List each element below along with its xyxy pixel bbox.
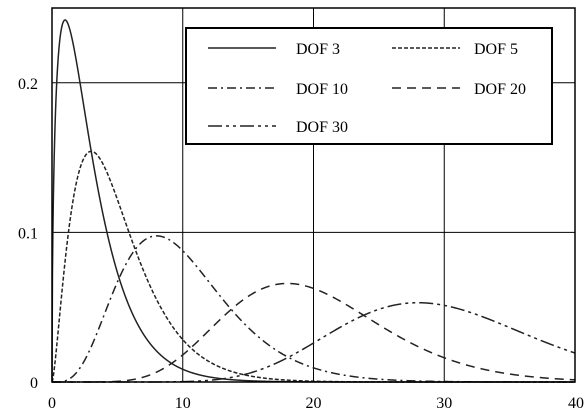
y-tick-label: 0.2	[18, 76, 38, 93]
x-tick-label: 10	[175, 395, 191, 412]
legend: DOF 3 DOF 5 DOF 10 DOF 20 DOF 30	[185, 27, 553, 145]
legend-label: DOF 5	[474, 41, 518, 58]
y-tick-label: 0.1	[18, 225, 38, 242]
legend-label: DOF 30	[296, 119, 348, 136]
legend-label: DOF 10	[296, 81, 348, 98]
x-tick-label: 20	[306, 395, 322, 412]
x-tick-label: 40	[568, 395, 584, 412]
legend-label: DOF 3	[296, 41, 340, 58]
plot-frame	[51, 7, 576, 383]
tick-layer: 0 10 20 30 40 0 0.1 0.2	[18, 76, 584, 412]
series-line-dof-20	[52, 282, 576, 383]
y-tick-label: 0	[30, 375, 38, 392]
legend-label: DOF 20	[474, 81, 526, 98]
x-tick-label: 30	[436, 395, 452, 412]
series-line-dof-30	[52, 301, 576, 383]
x-tick-label: 0	[48, 395, 56, 412]
